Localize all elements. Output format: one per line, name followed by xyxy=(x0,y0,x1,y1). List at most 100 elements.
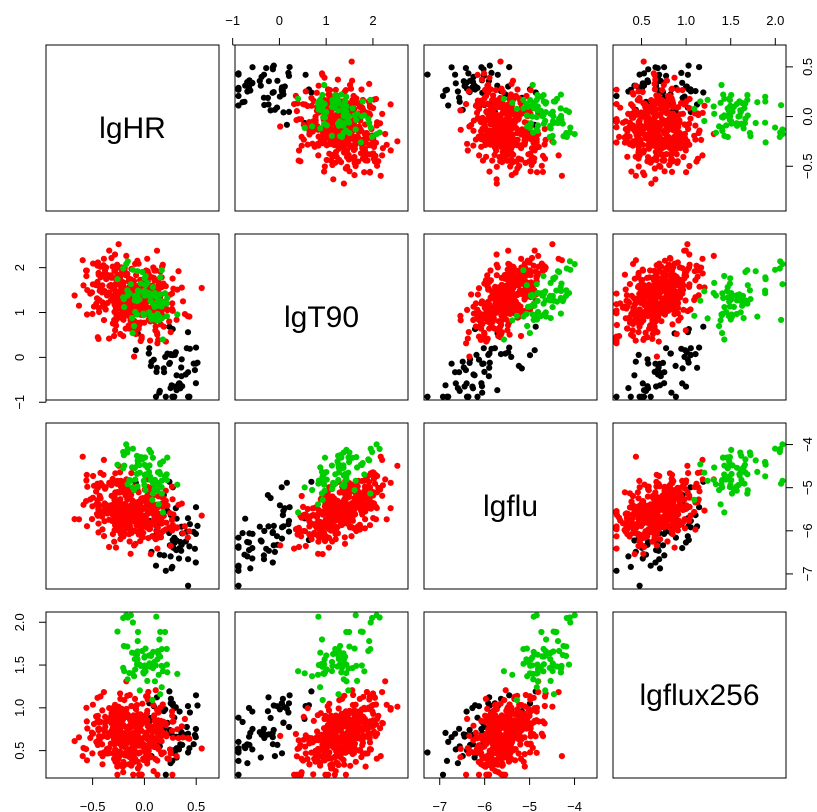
data-point xyxy=(728,446,735,453)
data-point xyxy=(559,298,566,305)
data-point xyxy=(160,280,167,287)
data-point xyxy=(694,469,702,476)
data-point xyxy=(613,124,620,131)
data-point xyxy=(486,62,493,69)
data-point xyxy=(117,690,124,697)
data-point xyxy=(613,509,620,516)
data-point xyxy=(90,472,97,480)
data-point xyxy=(315,477,322,484)
data-point xyxy=(306,531,313,538)
data-point xyxy=(514,86,521,93)
data-point xyxy=(696,64,703,71)
data-point xyxy=(673,485,680,492)
data-point xyxy=(653,478,660,485)
data-point xyxy=(648,311,655,318)
data-point xyxy=(283,121,290,128)
data-point xyxy=(629,529,637,537)
data-point xyxy=(164,454,171,461)
data-point xyxy=(469,383,476,390)
data-point xyxy=(613,139,620,146)
data-point xyxy=(235,534,242,541)
data-point xyxy=(628,110,635,118)
data-point xyxy=(671,544,678,551)
data-point xyxy=(478,128,485,135)
data-point xyxy=(452,380,459,387)
data-point xyxy=(369,503,376,510)
data-point xyxy=(635,495,642,502)
data-point xyxy=(737,309,744,316)
data-point xyxy=(654,517,662,525)
data-point xyxy=(338,133,345,141)
data-point xyxy=(152,393,160,400)
data-point xyxy=(155,501,162,508)
data-point xyxy=(366,471,373,478)
data-point xyxy=(626,281,634,288)
data-point xyxy=(315,538,322,545)
data-point xyxy=(684,462,691,469)
data-point xyxy=(514,136,521,143)
data-point xyxy=(475,106,483,113)
data-point xyxy=(507,265,514,272)
data-point xyxy=(681,525,689,532)
data-point xyxy=(621,271,629,278)
data-point xyxy=(357,507,365,514)
data-point xyxy=(315,106,322,113)
data-point xyxy=(285,108,293,115)
data-point xyxy=(362,139,369,146)
data-point xyxy=(173,316,180,323)
data-point xyxy=(312,117,319,124)
data-point xyxy=(499,132,506,139)
data-point xyxy=(194,702,201,709)
data-point xyxy=(738,476,745,484)
data-point xyxy=(682,297,689,304)
panel-frame xyxy=(45,422,220,590)
data-point xyxy=(71,292,78,299)
data-point xyxy=(137,337,144,345)
data-point xyxy=(192,692,200,699)
data-point xyxy=(485,351,492,358)
data-point xyxy=(157,297,164,304)
data-point xyxy=(383,516,390,523)
data-point xyxy=(723,122,730,129)
data-point xyxy=(691,496,698,503)
data-point xyxy=(159,261,166,268)
data-point xyxy=(298,142,305,149)
data-point xyxy=(622,286,629,293)
data-point xyxy=(265,547,272,554)
data-point xyxy=(135,531,142,538)
panel-lgHR-vs-lgflux256 xyxy=(612,44,787,212)
data-point xyxy=(652,176,659,183)
data-point xyxy=(330,176,337,183)
data-point xyxy=(372,95,380,103)
data-point xyxy=(633,131,640,139)
data-point xyxy=(550,113,557,120)
data-point xyxy=(93,510,101,518)
data-point xyxy=(99,707,106,714)
data-point xyxy=(162,393,169,400)
data-point xyxy=(661,487,668,494)
data-point xyxy=(720,454,727,461)
data-point xyxy=(735,481,742,489)
data-point xyxy=(128,755,135,762)
data-point xyxy=(169,521,176,529)
data-point xyxy=(752,119,759,127)
data-point xyxy=(523,310,530,318)
data-point xyxy=(166,360,173,367)
data-point xyxy=(534,122,542,129)
data-point xyxy=(687,115,694,122)
data-point xyxy=(112,703,119,710)
data-point xyxy=(89,750,96,757)
data-point xyxy=(679,545,686,552)
data-point xyxy=(361,169,368,176)
data-point xyxy=(337,159,345,166)
data-point xyxy=(686,281,693,288)
data-point xyxy=(169,527,176,534)
data-point xyxy=(542,309,549,316)
data-point xyxy=(271,106,278,113)
data-point xyxy=(94,712,101,719)
data-point xyxy=(547,125,554,132)
data-point xyxy=(497,351,505,358)
data-point xyxy=(679,503,686,510)
data-point xyxy=(663,72,670,79)
